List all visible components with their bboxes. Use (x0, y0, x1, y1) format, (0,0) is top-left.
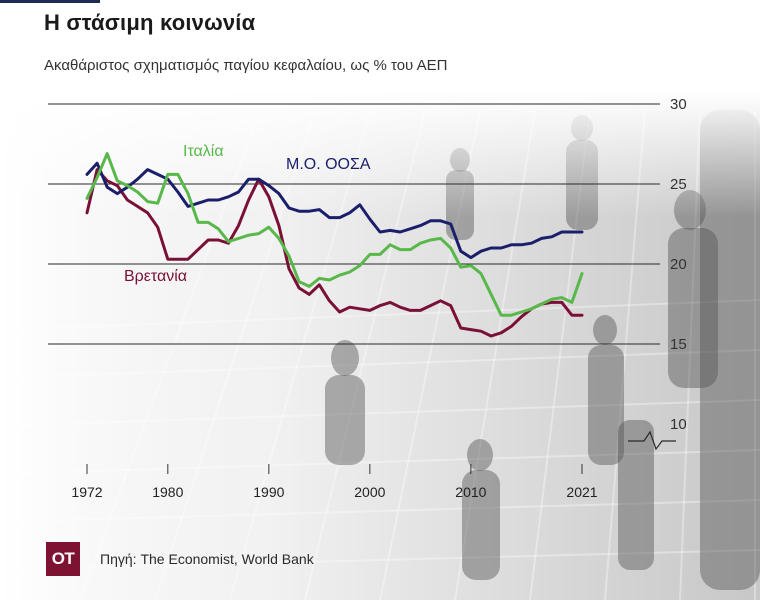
series-label-oecd: Μ.Ο. ΟΟΣΑ (286, 156, 371, 173)
series-line-oecd (85, 161, 584, 260)
axis-break-icon (628, 430, 676, 451)
chart-subtitle: Ακαθάριστος σχηματισμός παγίου κεφαλαίου… (44, 57, 448, 74)
background-photo (0, 90, 760, 600)
chart-title: Η στάσιμη κοινωνία (44, 10, 256, 35)
y-tick-label: 20 (670, 256, 687, 273)
y-tick-label: 10 (670, 416, 687, 433)
top-accent-rule (0, 0, 100, 3)
y-tick-label: 15 (670, 336, 687, 353)
x-tick-label: 1990 (253, 484, 284, 500)
ot-logo: OT (46, 542, 80, 576)
x-tick-label: 2021 (566, 484, 597, 500)
y-tick-label: 25 (670, 176, 687, 193)
source-note: Πηγή: The Economist, World Bank (100, 551, 314, 567)
footer: OT Πηγή: The Economist, World Bank (46, 542, 314, 576)
series-label-italy: Ιταλία (183, 143, 224, 160)
series-line-uk (85, 168, 584, 338)
x-tick-label: 1980 (152, 484, 183, 500)
x-tick-label: 1972 (71, 484, 102, 500)
series-line-italy (85, 152, 584, 317)
series-label-uk: Βρετανία (124, 268, 187, 285)
x-tick-label: 2010 (455, 484, 486, 500)
x-tick-label: 2000 (354, 484, 385, 500)
y-tick-label: 30 (670, 96, 687, 113)
